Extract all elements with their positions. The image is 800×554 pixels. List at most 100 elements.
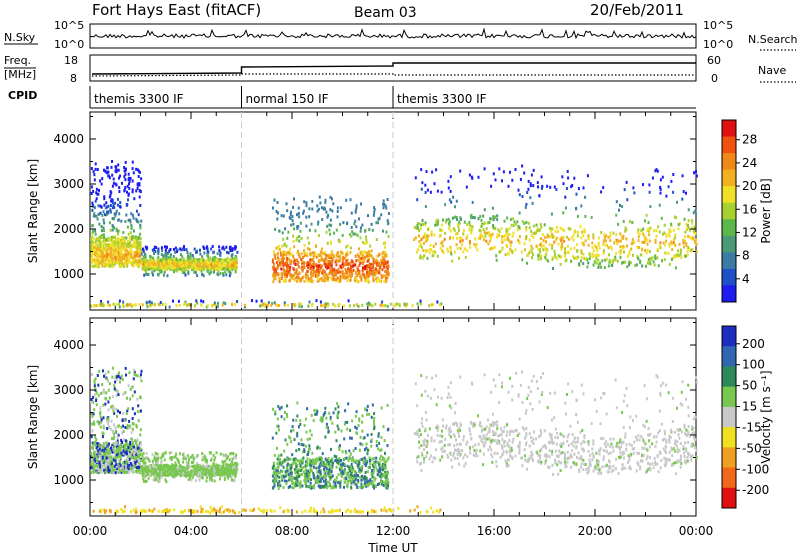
data-cell: [115, 407, 118, 411]
data-cell: [593, 254, 596, 258]
data-cell: [303, 251, 306, 254]
data-cell: [113, 387, 116, 391]
data-cell: [219, 271, 222, 275]
data-cell: [603, 236, 606, 240]
frequency-trace: [91, 62, 696, 75]
data-cell: [224, 302, 227, 306]
data-cell: [113, 432, 115, 436]
data-cell: [135, 260, 138, 264]
data-cell: [103, 262, 106, 266]
data-cell: [500, 227, 503, 231]
data-cell: [133, 235, 135, 239]
data-cell: [219, 253, 221, 257]
data-cell: [288, 266, 291, 270]
data-cell: [498, 234, 501, 237]
data-cell: [431, 170, 434, 174]
data-cell: [477, 175, 480, 179]
data-cell: [156, 477, 159, 481]
data-cell: [298, 302, 301, 306]
data-cell: [120, 219, 123, 223]
data-cell: [219, 452, 222, 456]
data-cell: [518, 193, 521, 197]
data-cell: [229, 249, 232, 253]
data-cell: [142, 259, 145, 263]
data-cell: [465, 236, 468, 240]
data-cell: [644, 219, 646, 223]
data-cell: [335, 277, 338, 281]
data-cell: [101, 451, 104, 455]
data-cell: [613, 241, 616, 245]
data-cell: [413, 225, 416, 229]
data-cell: [374, 273, 377, 277]
data-cell: [113, 384, 116, 388]
data-cell: [227, 265, 230, 269]
data-cell: [521, 164, 524, 168]
data-cell: [560, 245, 562, 249]
data-cell: [681, 174, 684, 178]
power-plot-frame: [89, 111, 697, 311]
data-cell: [303, 279, 306, 283]
noise-right-tick-bottom: 10^0: [703, 38, 733, 51]
data-cell: [377, 278, 380, 282]
data-cell: [312, 256, 315, 260]
data-cell: [670, 179, 673, 183]
data-cell: [361, 250, 364, 254]
data-cell: [139, 375, 142, 379]
data-cell: [351, 260, 354, 263]
data-cell: [139, 396, 142, 400]
data-cell: [273, 253, 276, 257]
data-cell: [221, 460, 224, 464]
data-cell: [440, 302, 443, 306]
data-cell: [329, 270, 332, 274]
data-cell: [90, 435, 93, 439]
data-cell: [230, 451, 233, 455]
data-cell: [345, 252, 348, 256]
data-cell: [518, 241, 521, 245]
data-cell: [137, 451, 139, 455]
data-cell: [537, 254, 540, 258]
data-cell: [652, 260, 655, 264]
data-cell: [103, 468, 106, 472]
data-cell: [556, 225, 559, 229]
data-cell: [492, 218, 495, 222]
data-cell: [135, 425, 138, 429]
data-cell: [95, 454, 98, 458]
data-cell: [142, 477, 145, 481]
data-cell: [195, 268, 198, 271]
data-cell: [125, 462, 128, 466]
data-cell: [471, 200, 474, 204]
data-cell: [127, 193, 130, 197]
data-cell: [111, 446, 114, 450]
data-cell: [347, 263, 350, 267]
data-cell: [614, 255, 617, 259]
data-cell: [326, 215, 329, 219]
data-cell: [150, 303, 153, 307]
data-cell: [638, 245, 641, 249]
data-cell: [205, 460, 208, 464]
data-cell: [140, 373, 142, 377]
data-cell: [163, 268, 166, 272]
data-cell: [295, 270, 298, 274]
data-cell: [389, 302, 392, 306]
data-cell: [104, 213, 106, 217]
data-cell: [452, 216, 454, 220]
data-cell: [308, 300, 311, 304]
data-cell: [131, 167, 134, 171]
data-cell: [331, 253, 334, 256]
data-cell: [540, 254, 543, 258]
data-cell: [98, 238, 101, 242]
data-cell: [527, 221, 530, 225]
data-cell: [335, 279, 338, 283]
data-cell: [97, 192, 100, 196]
data-cell: [424, 223, 427, 227]
data-cell: [90, 167, 93, 170]
data-cell: [217, 301, 219, 305]
data-cell: [687, 246, 690, 249]
data-cell: [158, 476, 161, 480]
data-cell: [211, 304, 213, 308]
data-cell: [272, 280, 275, 284]
freq-label-line2: [MHz]: [4, 68, 36, 81]
data-cell: [116, 414, 118, 418]
data-cell: [473, 242, 476, 246]
data-cell: [119, 201, 122, 204]
